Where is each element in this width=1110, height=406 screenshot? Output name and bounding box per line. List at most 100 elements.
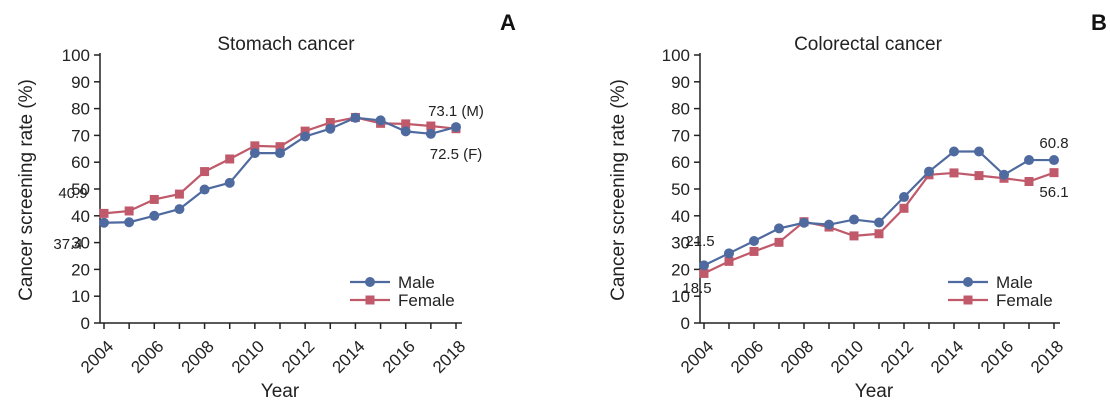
data-point-male xyxy=(974,146,984,157)
data-point-male xyxy=(325,123,336,134)
y-tick-label: 90 xyxy=(71,73,90,92)
data-point-male xyxy=(199,184,210,195)
data-point-female xyxy=(325,118,335,128)
y-tick-label: 0 xyxy=(681,314,690,333)
panel-letter: A xyxy=(500,10,516,35)
data-point-female xyxy=(899,203,909,213)
data-point-male xyxy=(849,214,859,225)
data-label: 40.9 xyxy=(58,185,87,202)
data-point-female xyxy=(300,126,310,136)
data-point-male xyxy=(350,112,361,123)
data-point-female xyxy=(401,119,411,129)
data-point-female xyxy=(124,206,134,216)
data-point-female xyxy=(749,246,759,256)
y-tick-label: 70 xyxy=(71,126,90,145)
data-point-female xyxy=(974,171,984,181)
y-tick-label: 100 xyxy=(62,46,90,65)
data-point-male xyxy=(799,217,809,228)
data-point-male xyxy=(924,166,934,177)
x-tick-label: 2018 xyxy=(1027,337,1067,377)
legend-label-female: Female xyxy=(996,291,1053,310)
data-point-male xyxy=(174,204,185,215)
data-point-male xyxy=(824,219,834,230)
data-point-male xyxy=(874,217,884,228)
chart-title: Colorectal cancer xyxy=(794,34,943,55)
data-point-female xyxy=(774,237,784,247)
data-point-male xyxy=(275,148,285,159)
legend-label-female: Female xyxy=(398,291,455,310)
data-point-male xyxy=(1024,155,1034,166)
y-tick-label: 80 xyxy=(71,100,90,119)
legend-marker-male xyxy=(365,277,375,287)
y-axis-label: Cancer screening rate (%) xyxy=(16,79,37,301)
y-tick-label: 40 xyxy=(671,207,690,226)
data-point-male xyxy=(949,146,959,157)
panel-letter: B xyxy=(1091,10,1107,35)
data-point-female xyxy=(174,189,184,199)
x-tick-label: 2006 xyxy=(727,337,767,377)
data-point-male xyxy=(425,128,436,139)
x-tick-label: 2008 xyxy=(178,337,218,377)
x-tick-label: 2016 xyxy=(379,337,419,377)
data-point-male xyxy=(699,260,709,271)
x-tick-label: 2012 xyxy=(877,337,917,377)
data-point-male xyxy=(451,122,461,133)
y-tick-label: 100 xyxy=(662,46,690,65)
data-point-male xyxy=(149,210,160,221)
data-point-male xyxy=(375,115,386,126)
y-axis-label: Cancer screening rate (%) xyxy=(608,79,629,301)
y-tick-label: 70 xyxy=(671,126,690,145)
data-point-male xyxy=(774,223,784,234)
data-point-female xyxy=(275,142,285,152)
y-tick-label: 90 xyxy=(671,73,690,92)
y-tick-label: 20 xyxy=(71,260,90,279)
data-label: 73.1 (M) xyxy=(428,103,484,120)
data-point-male xyxy=(999,169,1009,180)
data-point-female xyxy=(1049,168,1059,178)
legend-marker-female xyxy=(365,295,375,305)
data-point-male xyxy=(300,131,311,142)
x-tick-label: 2008 xyxy=(777,337,817,377)
x-tick-label: 2016 xyxy=(977,337,1017,377)
x-tick-label: 2004 xyxy=(77,337,117,377)
data-point-female xyxy=(426,121,436,131)
x-axis-label: Year xyxy=(855,381,894,402)
panel-b: B Colorectal cancer Cancer screening rate … xyxy=(608,10,1107,402)
y-tick-label: 80 xyxy=(671,100,690,119)
x-tick-label: 2004 xyxy=(677,337,717,377)
x-tick-label: 2012 xyxy=(278,337,318,377)
data-point-female xyxy=(699,268,709,278)
y-tick-label: 10 xyxy=(671,287,690,306)
x-tick-label: 2014 xyxy=(328,337,368,377)
x-tick-label: 2018 xyxy=(429,337,469,377)
panel-a: A Stomach cancer Cancer screening rate (%)… xyxy=(16,10,516,402)
data-point-female xyxy=(99,208,109,218)
data-point-male xyxy=(1049,155,1059,166)
x-tick-label: 2014 xyxy=(927,337,967,377)
data-label: 18.5 xyxy=(682,280,711,297)
legend-marker-male xyxy=(963,277,973,287)
data-point-male xyxy=(249,148,260,159)
y-tick-label: 10 xyxy=(71,287,90,306)
data-point-female xyxy=(149,194,159,204)
x-tick-label: 2010 xyxy=(827,337,867,377)
y-tick-label: 50 xyxy=(71,180,90,199)
data-point-female xyxy=(724,256,734,266)
y-tick-label: 40 xyxy=(71,207,90,226)
legend-label-male: Male xyxy=(398,273,435,292)
data-label: 72.5 (F) xyxy=(430,146,483,163)
y-tick-label: 60 xyxy=(71,153,90,172)
data-point-male xyxy=(224,177,235,188)
data-point-male xyxy=(400,126,411,137)
y-tick-label: 60 xyxy=(671,153,690,172)
y-tick-label: 30 xyxy=(71,234,90,253)
data-label: 56.1 xyxy=(1039,184,1068,201)
data-point-male xyxy=(749,235,759,246)
data-point-female xyxy=(250,141,260,151)
legend-label-male: Male xyxy=(996,273,1033,292)
data-point-female xyxy=(200,167,210,177)
legend-marker-female xyxy=(963,295,973,305)
data-point-male xyxy=(124,217,135,228)
x-tick-label: 2010 xyxy=(228,337,268,377)
data-point-female xyxy=(1024,176,1034,186)
